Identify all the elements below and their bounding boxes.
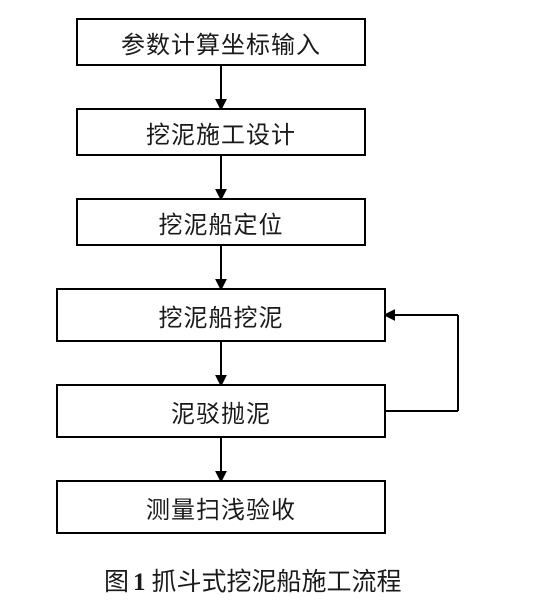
caption-text: 抓斗式挖泥船施工流程 xyxy=(152,562,402,598)
flowchart-node-n1: 参数计算坐标输入 xyxy=(76,18,366,66)
flowchart-node-n6: 测量扫浅验收 xyxy=(56,480,386,534)
flowchart-node-label: 挖泥船挖泥 xyxy=(159,298,284,333)
flowchart-node-label: 参数计算坐标输入 xyxy=(121,25,321,60)
flowchart-node-n2: 挖泥施工设计 xyxy=(76,108,366,156)
flowchart-node-label: 挖泥船定位 xyxy=(159,205,284,240)
flowchart-node-label: 测量扫浅验收 xyxy=(146,490,296,525)
flowchart-node-label: 泥驳抛泥 xyxy=(171,394,271,429)
figure-caption: 图 1 抓斗式挖泥船施工流程 xyxy=(104,562,402,598)
flowchart-node-n5: 泥驳抛泥 xyxy=(56,384,386,438)
caption-prefix: 图 xyxy=(104,562,129,598)
flowchart-stage: 参数计算坐标输入挖泥施工设计挖泥船定位挖泥船挖泥泥驳抛泥测量扫浅验收 图 1 抓… xyxy=(0,0,537,607)
flowchart-node-n4: 挖泥船挖泥 xyxy=(56,288,386,342)
flowchart-node-label: 挖泥施工设计 xyxy=(146,115,296,150)
flowchart-node-n3: 挖泥船定位 xyxy=(76,198,366,246)
caption-number: 1 xyxy=(133,569,146,597)
